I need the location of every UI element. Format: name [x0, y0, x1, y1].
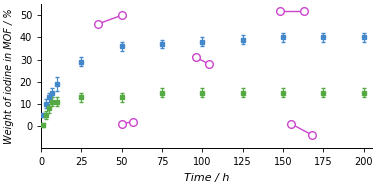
Y-axis label: Weight of iodine in MOF / %: Weight of iodine in MOF / %: [4, 8, 14, 144]
X-axis label: Time / h: Time / h: [184, 173, 229, 183]
